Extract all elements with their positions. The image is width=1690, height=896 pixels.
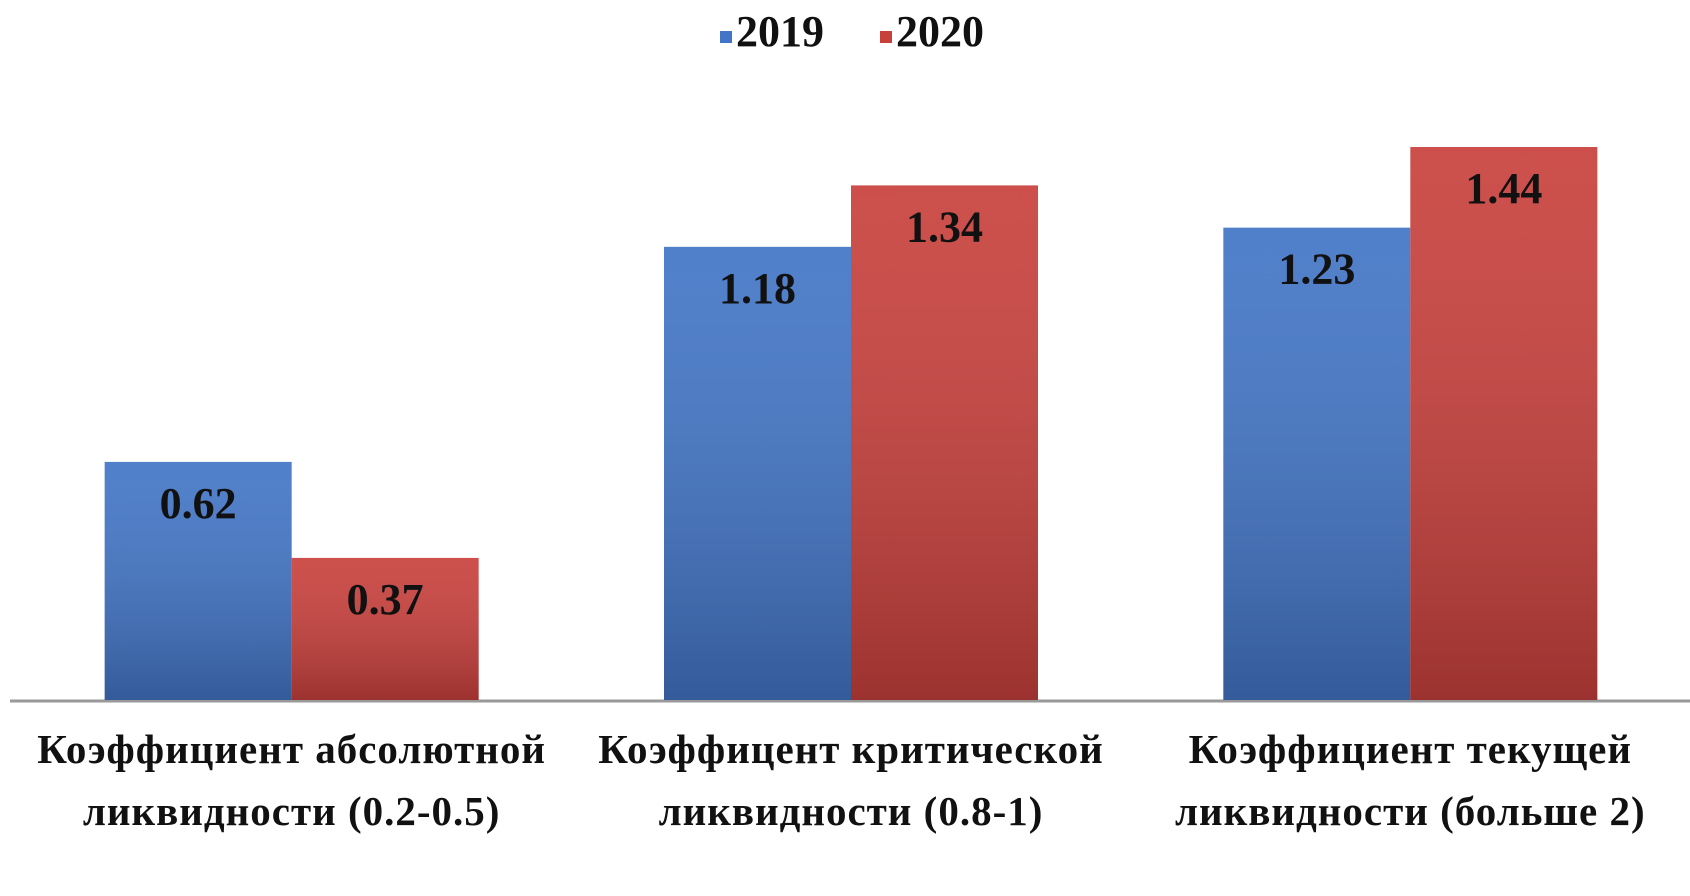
x-tick-label: Коэффициент текущей ликвидности (больше … (1175, 726, 1646, 834)
x-tick-label: Коэффицент критической ликвидности (0.8-… (598, 726, 1104, 834)
data-label: 1.44 (1465, 164, 1542, 213)
data-label: 1.34 (906, 202, 983, 251)
data-label: 1.18 (719, 264, 796, 313)
bar (1223, 227, 1411, 701)
data-label: 0.37 (347, 575, 424, 624)
legend-label: 2020 (896, 7, 984, 56)
x-tick-label: Коэффициент абсолютной ликвидности (0.2-… (37, 726, 547, 834)
bar (1410, 147, 1598, 700)
bar (664, 246, 851, 700)
data-label: 0.62 (160, 479, 237, 528)
legend-swatch (720, 31, 732, 43)
legend-label: 2019 (736, 7, 824, 56)
legend-swatch (880, 31, 892, 43)
bar (851, 185, 1038, 700)
data-label: 1.23 (1278, 245, 1355, 294)
